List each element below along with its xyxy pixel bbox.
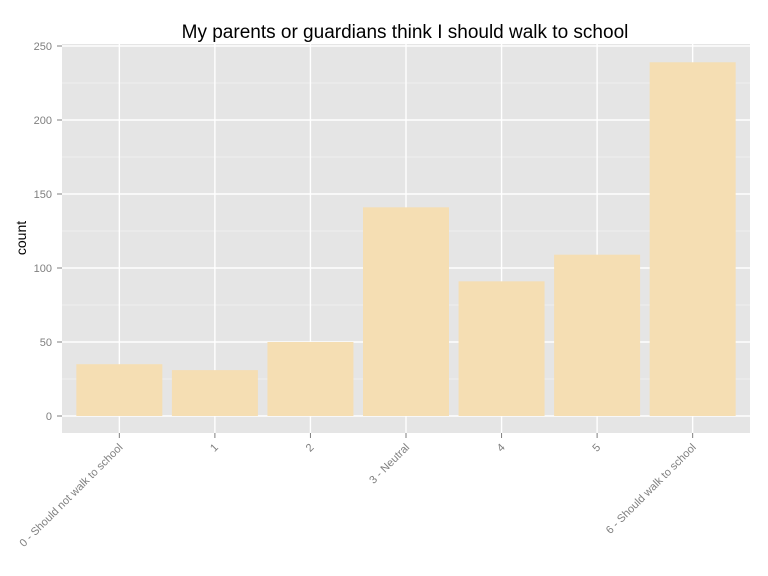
x-tick-label: 2: [304, 442, 317, 455]
x-tick-label: 6 - Should walk to school: [604, 442, 699, 537]
chart-title: My parents or guardians think I should w…: [182, 22, 629, 43]
y-axis-label: count: [13, 221, 29, 255]
y-tick-label: 100: [34, 263, 52, 275]
y-tick-label: 0: [46, 411, 52, 423]
x-axis: 0 - Should not walk to school 1 2 3 - Neutr…: [18, 433, 699, 550]
x-tick-label: 0 - Should not walk to school: [18, 442, 126, 550]
x-tick-label: 3 - Neutral: [367, 442, 412, 487]
bar: [363, 207, 449, 416]
y-tick-label: 200: [34, 115, 52, 127]
y-tick-label: 150: [34, 189, 52, 201]
bars: [76, 62, 736, 416]
bar: [554, 254, 641, 416]
x-tick-label: 4: [495, 442, 508, 455]
y-tick-label: 250: [34, 41, 52, 53]
x-tick-label: 1: [208, 442, 221, 455]
bar: [171, 370, 258, 416]
bar: [76, 364, 163, 416]
bar: [458, 281, 545, 416]
bar: [649, 62, 736, 416]
y-tick-label: 50: [40, 337, 52, 349]
x-tick-label: 5: [590, 442, 603, 455]
bar: [267, 342, 354, 416]
y-axis: 0 50 100 150 200 250: [34, 41, 62, 423]
